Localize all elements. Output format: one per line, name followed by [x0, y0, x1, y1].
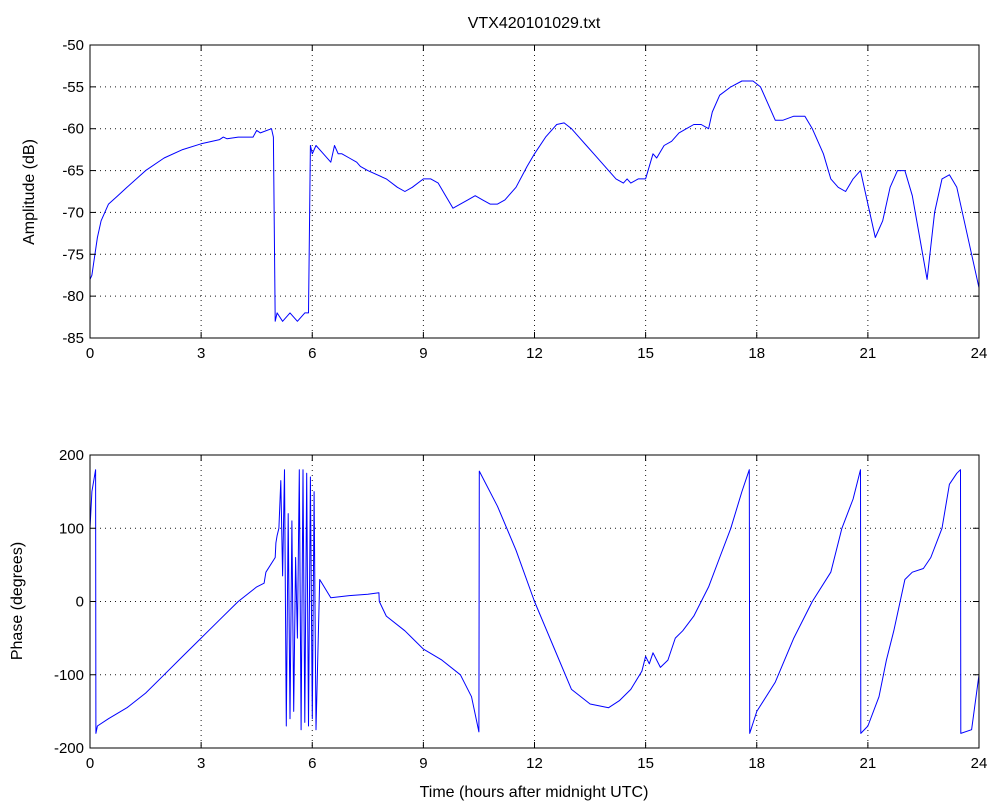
chart-title: VTX420101029.txt	[468, 15, 601, 32]
amplitude-y-tick-label: -65	[62, 163, 84, 180]
phase-ticks: 0 3 6 9 12 15 18 21 24 -200 -100 0 100 200	[54, 447, 987, 772]
phase-y-tick-label: 200	[59, 447, 84, 464]
amplitude-x-tick-label: 15	[637, 345, 654, 362]
amplitude-series	[89, 80, 980, 322]
amplitude-x-tick-label: 18	[748, 345, 765, 362]
amplitude-panel: VTX420101029.txt 0 3 6 9 12 15 18 21 24 -85 -80 -75…	[21, 15, 987, 362]
amplitude-y-tick-label: -55	[62, 79, 84, 96]
amplitude-y-axis-title: Amplitude (dB)	[21, 139, 38, 245]
phase-grid	[90, 455, 979, 748]
amplitude-x-tick-label: 3	[197, 345, 205, 362]
phase-x-tick-label: 12	[526, 755, 543, 772]
amplitude-y-tick-label: -60	[62, 121, 84, 138]
phase-y-tick-label: 0	[76, 594, 84, 611]
phase-y-tick-label: -100	[54, 667, 84, 684]
phase-y-tick-label: 100	[59, 520, 84, 537]
phase-panel: 0 3 6 9 12 15 18 21 24 -200 -100 0 100 200 Phase (deg…	[9, 447, 987, 801]
x-axis-title: Time (hours after midnight UTC)	[420, 784, 649, 801]
amplitude-x-tick-label: 21	[860, 345, 877, 362]
amplitude-x-tick-label: 12	[526, 345, 543, 362]
phase-x-tick-label: 3	[197, 755, 205, 772]
phase-x-tick-label: 21	[860, 755, 877, 772]
amplitude-x-tick-label: 6	[308, 345, 316, 362]
amplitude-grid	[90, 45, 979, 338]
phase-x-tick-label: 24	[971, 755, 988, 772]
phase-x-tick-label: 18	[748, 755, 765, 772]
amplitude-y-tick-label: -80	[62, 288, 84, 305]
phase-x-tick-label: 15	[637, 755, 654, 772]
phase-y-axis-title: Phase (degrees)	[9, 542, 26, 660]
amplitude-x-tick-label: 0	[86, 345, 94, 362]
amplitude-series-line	[89, 80, 980, 322]
amplitude-ticks: 0 3 6 9 12 15 18 21 24 -85 -80 -75 -70 -65 -60 -55 -50	[62, 37, 987, 362]
amplitude-x-tick-label: 9	[419, 345, 427, 362]
phase-series	[89, 469, 980, 734]
amplitude-y-tick-label: -50	[62, 37, 84, 54]
amplitude-y-tick-label: -70	[62, 204, 84, 221]
amplitude-y-tick-label: -75	[62, 246, 84, 263]
phase-series-line	[89, 469, 980, 734]
phase-x-tick-label: 9	[419, 755, 427, 772]
phase-x-tick-label: 0	[86, 755, 94, 772]
phase-x-tick-label: 6	[308, 755, 316, 772]
amplitude-y-tick-label: -85	[62, 330, 84, 347]
phase-y-tick-label: -200	[54, 740, 84, 757]
amplitude-x-tick-label: 24	[971, 345, 988, 362]
